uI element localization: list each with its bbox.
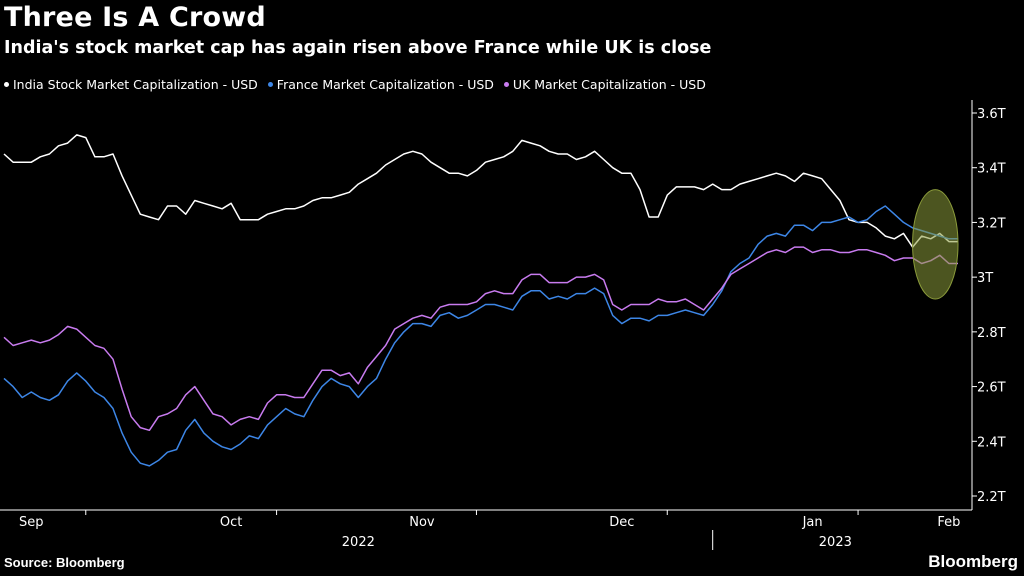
x-tick-label: Oct <box>220 515 242 530</box>
legend-label-india: India Stock Market Capitalization - USD <box>13 77 258 92</box>
y-tick-label: 2.6T <box>977 381 1006 396</box>
legend-item-france: France Market Capitalization - USD <box>267 77 494 92</box>
legend: India Stock Market Capitalization - USD … <box>4 77 706 92</box>
y-tick-label: 2.4T <box>977 435 1006 450</box>
y-tick-label: 2.8T <box>977 326 1006 341</box>
x-tick-label: Feb <box>937 515 960 530</box>
legend-label-france: France Market Capitalization - USD <box>276 77 494 92</box>
y-tick-label: 2.2T <box>977 490 1006 505</box>
x-tick-label: Jan <box>802 515 823 530</box>
chart-title: Three Is A Crowd <box>4 2 266 33</box>
x-tick-label: Dec <box>609 515 634 530</box>
legend-label-uk: UK Market Capitalization - USD <box>512 77 706 92</box>
x-tick-label: Nov <box>409 515 435 530</box>
highlight-ellipse <box>912 189 959 300</box>
x-tick-label: Sep <box>19 515 44 530</box>
legend-item-uk: UK Market Capitalization - USD <box>503 77 706 92</box>
y-tick-label: 3.6T <box>977 107 1006 122</box>
legend-item-india: India Stock Market Capitalization - USD <box>4 77 258 92</box>
legend-swatch-france <box>267 82 273 87</box>
legend-swatch-uk <box>503 82 509 87</box>
y-tick-label: 3.2T <box>977 216 1006 231</box>
legend-swatch-india <box>4 82 9 87</box>
series-line-uk <box>3 246 958 432</box>
y-tick-label: 3T <box>977 271 993 286</box>
year-label: 2023 <box>819 535 852 550</box>
series-line-india <box>3 134 958 248</box>
chart-subtitle: India's stock market cap has again risen… <box>4 38 712 58</box>
source-note: Source: Bloomberg <box>4 555 125 570</box>
year-label: 2022 <box>342 535 375 550</box>
bloomberg-logo: Bloomberg <box>928 552 1018 571</box>
y-tick-label: 3.4T <box>977 162 1006 177</box>
series-line-france <box>3 205 958 467</box>
